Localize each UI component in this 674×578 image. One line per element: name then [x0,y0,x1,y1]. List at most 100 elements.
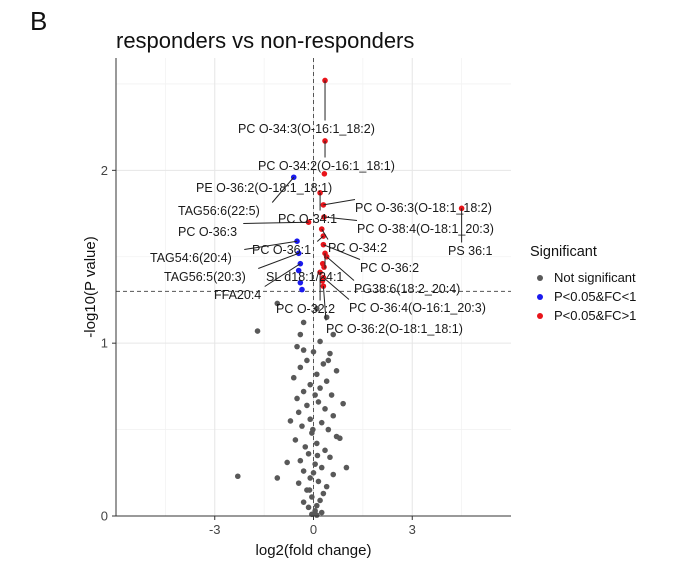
point-not-significant [330,331,337,338]
point-not-significant [290,374,297,381]
point-not-significant [300,468,307,474]
point-label: PC O-38:4(O-18:1_20:3) [357,222,494,236]
point-not-significant [295,480,302,486]
point-label: PS 36:1 [448,244,493,258]
point-down [295,267,302,274]
point-not-significant [317,338,323,345]
point-label: PC O-34:2 [328,241,387,255]
legend-label: P<0.05&FC<1 [554,289,637,304]
point-label: PC O-34:3(O-16:1_18:2) [238,122,375,136]
point-label: PG38:6(18:2_20:4) [354,282,460,296]
x-tick-label: 3 [409,522,416,537]
point-not-significant [312,392,318,398]
point-not-significant [318,419,325,426]
point-not-significant [313,440,320,447]
point-not-significant [313,305,320,312]
point-label: PC O-34:2(O-16:1_18:1) [258,159,395,173]
label-connector [264,263,301,287]
legend-dot-down [537,293,543,300]
y-tick-label: 2 [101,163,108,178]
point-not-significant [343,464,350,471]
point-not-significant [292,437,299,443]
point-not-significant [328,392,335,398]
point-not-significant [313,502,320,509]
point-not-significant [254,328,261,334]
point-not-significant [322,447,328,454]
label-connector [244,240,298,250]
point-not-significant [307,416,314,423]
point-not-significant [302,444,309,450]
point-not-significant [320,490,327,497]
legend-label: P<0.05&FC>1 [554,308,637,323]
legend-item-not-significant: Not significant [530,268,636,287]
point-not-significant [313,371,320,378]
point-not-significant [310,469,317,476]
label-connector [326,256,355,281]
label-connectors [243,80,463,321]
point-not-significant [315,478,322,485]
y-tick-label: 0 [101,509,108,524]
point-not-significant [325,426,332,433]
label-connector [323,216,358,221]
label-connector [323,277,350,300]
point-down [299,286,305,293]
point-not-significant [320,361,327,367]
label-connector [322,286,327,321]
point-not-significant [333,368,340,374]
point-not-significant [297,364,304,371]
point-not-significant [327,454,333,461]
label-connector [321,228,329,240]
legend-title: Significant [530,244,597,260]
point-down [297,260,304,267]
legend-dot-not-significant [537,274,543,281]
point-not-significant [323,483,330,490]
point-not-significant [340,400,346,407]
point-label: TAG56:5(20:3) [164,270,246,284]
y-tick-label: 1 [101,336,108,351]
x-axis-label: log2(fold change) [256,542,372,559]
point-not-significant [300,347,307,353]
point-not-significant [274,475,281,481]
reference-lines [116,58,511,516]
legend-item-down: P<0.05&FC<1 [530,287,636,306]
x-tick-label: -3 [209,522,221,537]
legend: Significant Not significant P<0.05&FC<1 … [530,244,636,325]
points-layer [234,77,465,518]
point-label: PC O-32:2 [276,302,335,316]
point-not-significant [309,494,315,500]
point-not-significant [323,378,330,384]
point-not-significant [306,487,313,493]
point-label: PE O-36:2(O-18:1_18:1) [196,181,332,195]
point-not-significant [317,385,323,391]
point-not-significant [313,512,320,518]
label-connector [323,244,361,260]
y-axis-label: -log10(P value) [82,236,99,337]
panel-label: B [30,6,48,36]
point-labels: PC O-34:3(O-16:1_18:2) PC O-34:2(O-16:1_1… [150,122,494,336]
point-not-significant [337,435,343,442]
point-up [321,170,328,177]
point-label: TAG56:6(22:5) [178,204,260,218]
point-not-significant [307,475,314,481]
point-not-significant [297,457,304,464]
point-not-significant [287,418,294,424]
point-not-significant [318,509,325,516]
point-not-significant [327,350,333,357]
point-not-significant [318,464,325,471]
point-not-significant [312,461,318,467]
point-not-significant [330,471,337,478]
point-not-significant [310,426,316,433]
point-not-significant [234,473,241,480]
point-not-significant [300,388,307,395]
point-not-significant [300,499,307,505]
point-not-significant [305,504,312,511]
point-not-significant [330,412,337,419]
point-not-significant [284,459,290,466]
legend-item-up: P<0.05&FC>1 [530,306,636,325]
point-not-significant [307,381,314,388]
point-not-significant [305,450,312,457]
chart-title: responders vs non-responders [116,28,415,53]
point-label: PC O-36:3(O-18:1_18:2) [355,201,492,215]
point-not-significant [300,319,307,326]
